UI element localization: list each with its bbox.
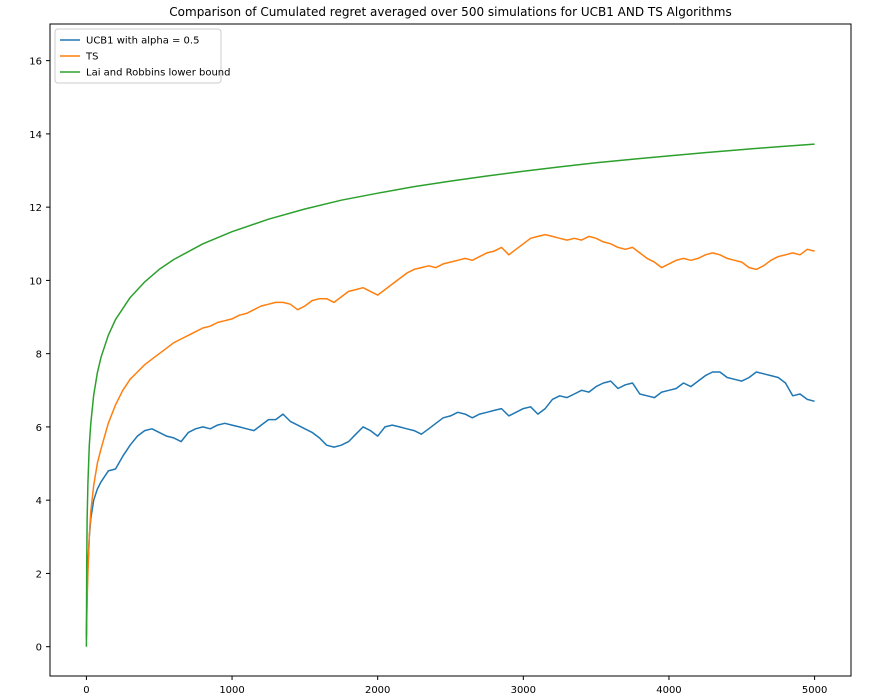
series-line-1 — [85, 371, 815, 636]
plot-frame — [49, 23, 852, 677]
series-line-3 — [85, 143, 815, 647]
legend-label: Lai and Robbins lower bound — [86, 68, 230, 79]
y-tick-label: 0 — [36, 643, 42, 654]
chart-title: Comparison of Cumulated regret averaged … — [169, 5, 731, 19]
legend-label: TS — [85, 52, 98, 63]
y-tick-label: 16 — [29, 57, 42, 68]
y-tick-label: 6 — [36, 423, 42, 434]
legend-box — [54, 28, 222, 84]
x-tick-label: 3000 — [511, 685, 536, 696]
plot-area — [49, 23, 852, 677]
x-tick-label: 0 — [83, 685, 89, 696]
y-tick-label: 8 — [36, 350, 42, 361]
series-layer — [85, 143, 815, 647]
y-tick-label: 4 — [36, 496, 42, 507]
x-axis: 0 1000 2000 3000 4000 5000 — [83, 676, 827, 696]
y-tick-label: 10 — [29, 276, 42, 287]
y-tick-label: 12 — [29, 203, 42, 214]
x-tick-label: 4000 — [656, 685, 681, 696]
y-axis: 0 2 4 6 8 10 12 14 16 — [29, 57, 50, 654]
x-tick-label: 2000 — [365, 685, 390, 696]
legend: UCB1 with alpha = 0.5 TS Lai and Robbins l… — [54, 28, 230, 84]
series-line-2 — [85, 233, 815, 640]
legend-label: UCB1 with alpha = 0.5 — [86, 36, 199, 47]
y-tick-label: 14 — [29, 130, 42, 141]
y-tick-label: 2 — [36, 569, 42, 580]
x-tick-label: 1000 — [219, 685, 244, 696]
x-tick-label: 5000 — [802, 685, 827, 696]
